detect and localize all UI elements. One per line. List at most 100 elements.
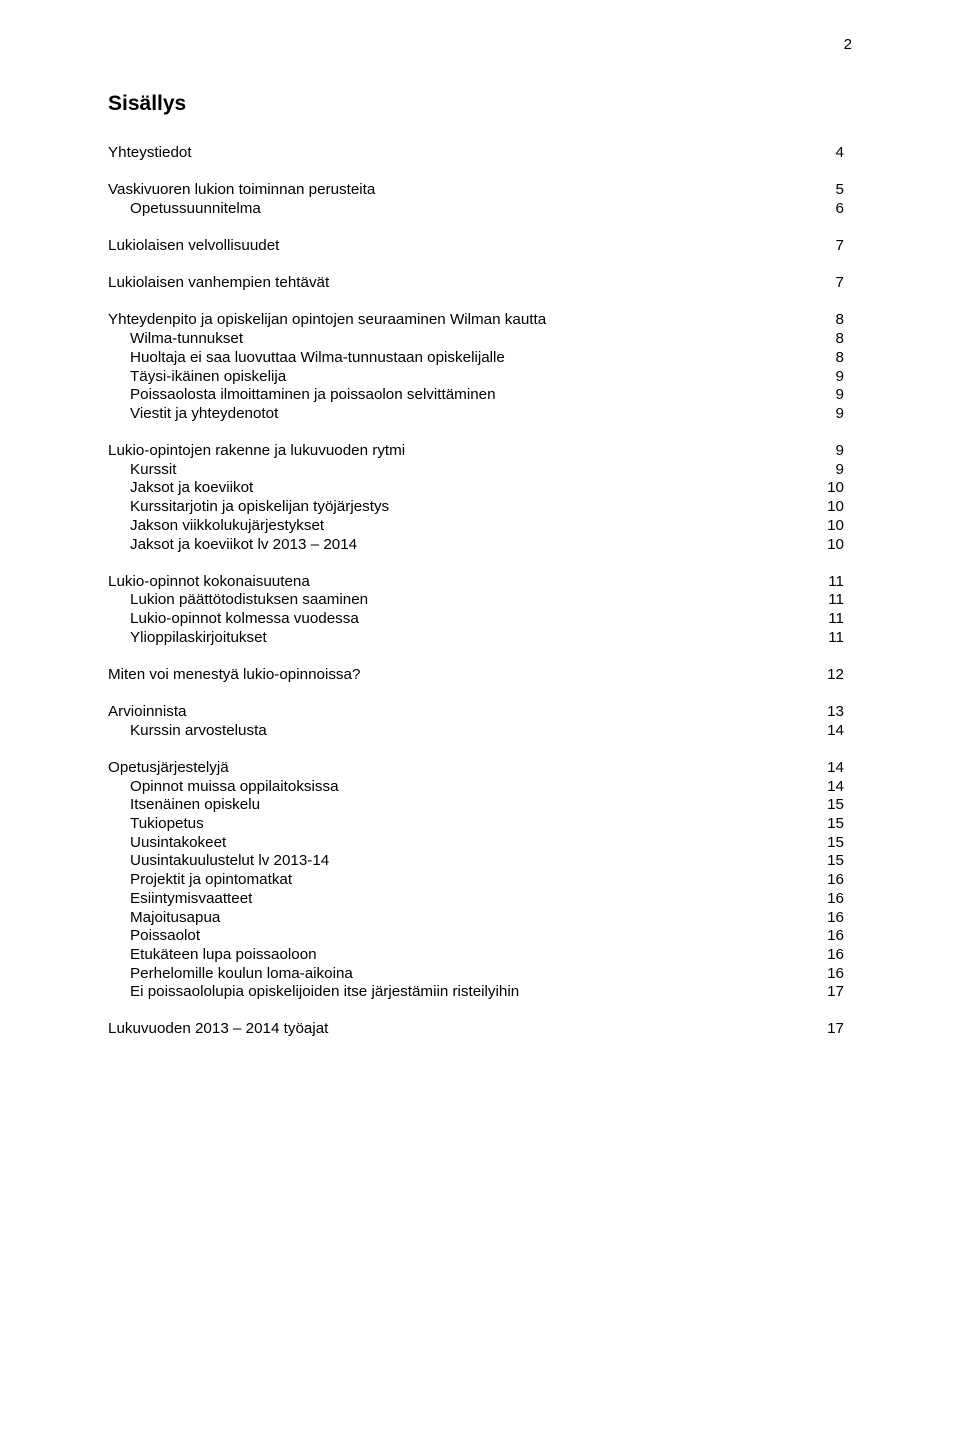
toc-entry-label: Majoitusapua [108,909,804,928]
toc-entry-page: 8 [804,349,852,368]
toc-entry-label: Jakson viikkolukujärjestykset [108,517,804,536]
toc-entry-page: 9 [804,442,852,461]
toc-row: Viestit ja yhteydenotot9 [108,405,852,424]
toc-entry-label: Kurssit [108,461,804,480]
toc-entry-label: Uusintakokeet [108,834,804,853]
toc-row: Lukiolaisen velvollisuudet7 [108,237,852,256]
toc-row: Lukio-opinnot kolmessa vuodessa11 [108,610,852,629]
toc-row: Uusintakokeet15 [108,834,852,853]
toc-entry-label: Lukio-opinnot kolmessa vuodessa [108,610,804,629]
toc-entry-label: Jaksot ja koeviikot [108,479,804,498]
toc-row: Opetussuunnitelma6 [108,200,852,219]
toc-entry-page: 9 [804,386,852,405]
toc-entry-page: 11 [804,629,852,648]
toc-row: Vaskivuoren lukion toiminnan perusteita5 [108,181,852,200]
toc-group: Opetusjärjestelyjä14Opinnot muissa oppil… [108,759,852,1002]
toc-entry-page: 13 [804,703,852,722]
toc-entry-label: Wilma-tunnukset [108,330,804,349]
toc-entry-label: Esiintymisvaatteet [108,890,804,909]
toc-entry-label: Kurssitarjotin ja opiskelijan työjärjest… [108,498,804,517]
toc-row: Esiintymisvaatteet16 [108,890,852,909]
toc-row: Poissaolosta ilmoittaminen ja poissaolon… [108,386,852,405]
toc-row: Huoltaja ei saa luovuttaa Wilma-tunnusta… [108,349,852,368]
toc-row: Miten voi menestyä lukio-opinnoissa?12 [108,666,852,685]
toc-row: Lukio-opinnot kokonaisuutena11 [108,573,852,592]
toc-entry-label: Lukion päättötodistuksen saaminen [108,591,804,610]
toc-row: Tukiopetus15 [108,815,852,834]
toc-entry-label: Ei poissaololupia opiskelijoiden itse jä… [108,983,804,1002]
toc-entry-page: 11 [804,591,852,610]
toc-row: Itsenäinen opiskelu15 [108,796,852,815]
toc-row: Ei poissaololupia opiskelijoiden itse jä… [108,983,852,1002]
toc-row: Perhelomille koulun loma-aikoina16 [108,965,852,984]
toc-entry-page: 17 [804,1020,852,1039]
toc-entry-label: Miten voi menestyä lukio-opinnoissa? [108,666,804,685]
toc-entry-label: Täysi-ikäinen opiskelija [108,368,804,387]
toc-row: Projektit ja opintomatkat16 [108,871,852,890]
toc-entry-label: Lukiolaisen velvollisuudet [108,237,804,256]
toc-entry-page: 16 [804,927,852,946]
toc-entry-page: 14 [804,778,852,797]
toc-row: Uusintakuulustelut lv 2013-1415 [108,852,852,871]
toc-group: Lukiolaisen vanhempien tehtävät7 [108,274,852,293]
document-page: 2 Sisällys Yhteystiedot4 Vaskivuoren luki… [0,0,960,1429]
toc-row: Arvioinnista13 [108,703,852,722]
toc-row: Wilma-tunnukset8 [108,330,852,349]
toc-entry-page: 15 [804,852,852,871]
toc-row: Ylioppilaskirjoitukset11 [108,629,852,648]
toc-entry-label: Poissaolosta ilmoittaminen ja poissaolon… [108,386,804,405]
toc-entry-page: 7 [804,274,852,293]
toc-group: Yhteystiedot4 [108,144,852,163]
toc-entry-page: 14 [804,722,852,741]
toc-entry-label: Opetussuunnitelma [108,200,804,219]
toc-row: Opetusjärjestelyjä14 [108,759,852,778]
toc-entry-page: 5 [804,181,852,200]
toc-entry-page: 15 [804,815,852,834]
toc-row: Kurssit9 [108,461,852,480]
table-of-contents: Yhteystiedot4 Vaskivuoren lukion toiminna… [108,144,852,1039]
toc-entry-page: 9 [804,368,852,387]
toc-entry-label: Poissaolot [108,927,804,946]
toc-entry-label: Jaksot ja koeviikot lv 2013 – 2014 [108,536,804,555]
toc-row: Yhteydenpito ja opiskelijan opintojen se… [108,311,852,330]
toc-entry-page: 6 [804,200,852,219]
toc-group: Miten voi menestyä lukio-opinnoissa?12 [108,666,852,685]
toc-row: Lukio-opintojen rakenne ja lukuvuoden ry… [108,442,852,461]
toc-entry-label: Itsenäinen opiskelu [108,796,804,815]
page-number: 2 [844,36,852,53]
toc-entry-label: Projektit ja opintomatkat [108,871,804,890]
toc-entry-page: 10 [804,517,852,536]
toc-entry-page: 16 [804,871,852,890]
toc-entry-page: 9 [804,461,852,480]
toc-entry-label: Uusintakuulustelut lv 2013-14 [108,852,804,871]
toc-entry-label: Yhteystiedot [108,144,804,163]
toc-entry-page: 10 [804,498,852,517]
toc-entry-label: Viestit ja yhteydenotot [108,405,804,424]
toc-entry-page: 11 [804,610,852,629]
toc-entry-label: Etukäteen lupa poissaoloon [108,946,804,965]
toc-entry-label: Lukio-opinnot kokonaisuutena [108,573,804,592]
toc-entry-page: 8 [804,311,852,330]
toc-entry-label: Lukio-opintojen rakenne ja lukuvuoden ry… [108,442,804,461]
toc-row: Etukäteen lupa poissaoloon16 [108,946,852,965]
toc-title: Sisällys [108,92,852,116]
toc-entry-page: 8 [804,330,852,349]
toc-group: Lukuvuoden 2013 – 2014 työajat17 [108,1020,852,1039]
toc-group: Arvioinnista13Kurssin arvostelusta14 [108,703,852,740]
toc-entry-label: Kurssin arvostelusta [108,722,804,741]
toc-row: Jaksot ja koeviikot lv 2013 – 201410 [108,536,852,555]
toc-row: Kurssitarjotin ja opiskelijan työjärjest… [108,498,852,517]
toc-entry-label: Opinnot muissa oppilaitoksissa [108,778,804,797]
toc-entry-page: 15 [804,834,852,853]
toc-entry-page: 9 [804,405,852,424]
toc-group: Lukio-opinnot kokonaisuutena11Lukion pää… [108,573,852,648]
toc-entry-label: Vaskivuoren lukion toiminnan perusteita [108,181,804,200]
toc-entry-label: Arvioinnista [108,703,804,722]
toc-row: Täysi-ikäinen opiskelija9 [108,368,852,387]
toc-row: Poissaolot16 [108,927,852,946]
toc-row: Yhteystiedot4 [108,144,852,163]
toc-row: Lukiolaisen vanhempien tehtävät7 [108,274,852,293]
toc-entry-page: 7 [804,237,852,256]
toc-entry-label: Opetusjärjestelyjä [108,759,804,778]
toc-entry-label: Ylioppilaskirjoitukset [108,629,804,648]
